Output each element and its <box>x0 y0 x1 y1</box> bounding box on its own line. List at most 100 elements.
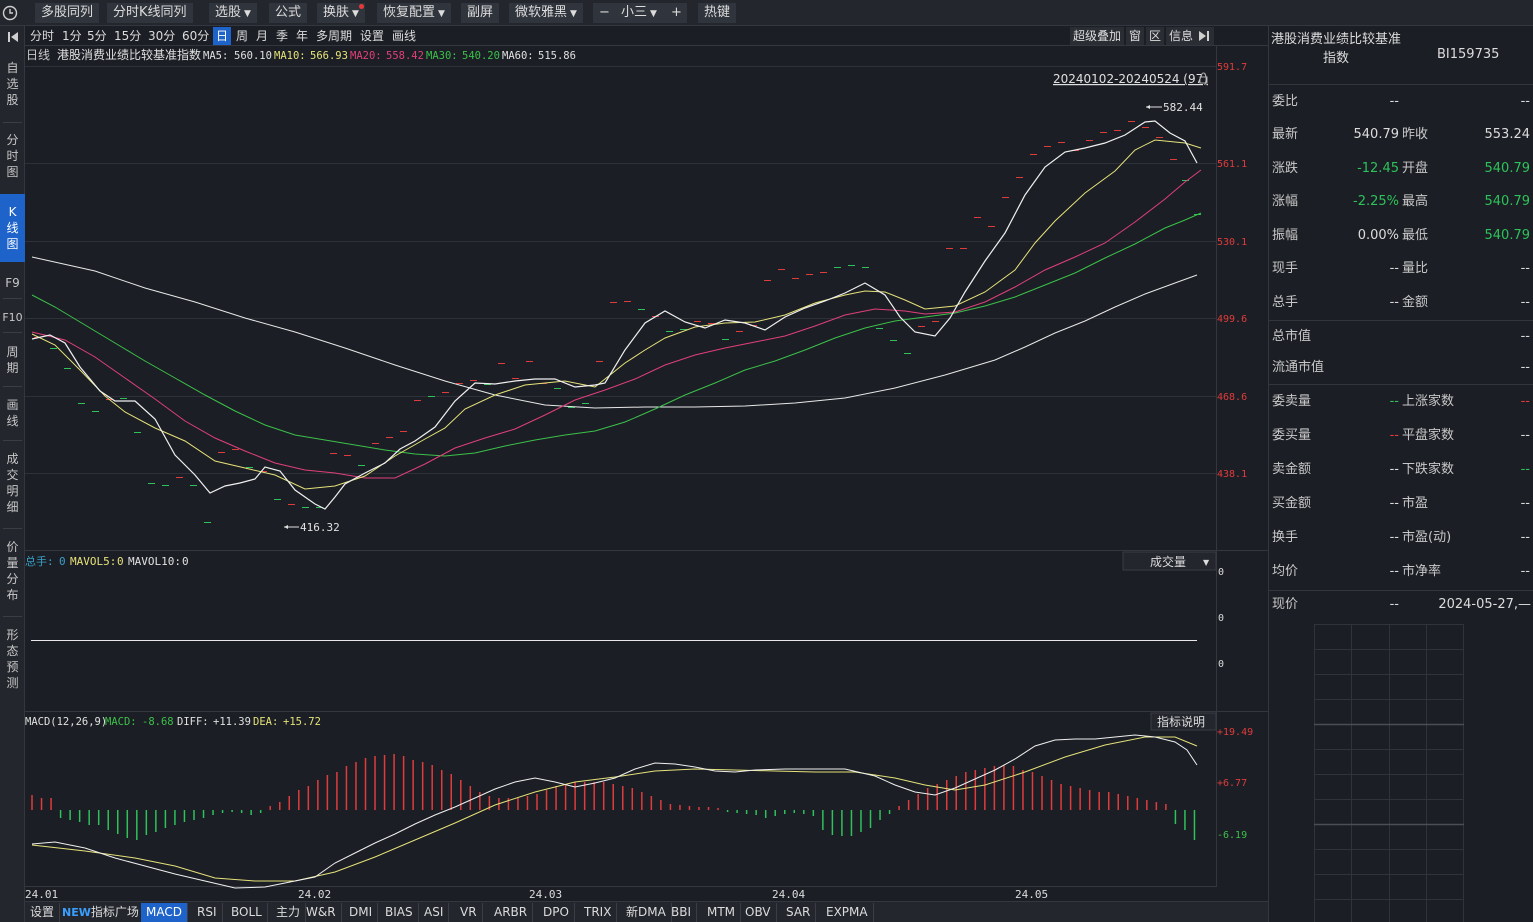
range-button[interactable]: 区 <box>1146 27 1165 45</box>
quote-value: 0.00% <box>1357 228 1399 243</box>
quote-value: -- <box>1520 261 1530 276</box>
info-button[interactable]: 信息 <box>1166 27 1197 45</box>
period-timeshare[interactable]: 分时 <box>30 29 55 43</box>
tab-asi[interactable]: ASI <box>419 903 450 922</box>
decrease-font-button[interactable]: − <box>599 5 610 20</box>
hotkey-button[interactable]: 热键 <box>698 3 737 23</box>
quote-label: 卖金额 <box>1272 462 1312 477</box>
quote-label: 昨收 <box>1402 127 1429 142</box>
period-60min[interactable]: 60分 <box>182 29 210 43</box>
volume-selector[interactable]: 成交量 <box>1150 554 1186 569</box>
sidebar-item-pattern[interactable]: 形态预测 <box>0 627 25 691</box>
period-multi[interactable]: 多周期 <box>316 29 353 43</box>
y-tick: 530.1 <box>1217 237 1247 248</box>
sidebar-item-kline[interactable]: K线图 <box>0 194 25 262</box>
tab-w-r[interactable]: W&R <box>301 903 342 922</box>
sidebar-item-label: K线图 <box>6 205 19 251</box>
window-button[interactable]: 窗 <box>1126 27 1145 45</box>
tab-boll[interactable]: BOLL <box>226 903 268 922</box>
y-tick: 591.7 <box>1217 62 1247 73</box>
tab-trix[interactable]: TRIX <box>579 903 618 922</box>
period-year[interactable]: 年 <box>296 29 309 43</box>
increase-font-button[interactable]: + <box>671 5 682 20</box>
font-selector[interactable]: 微软雅黑 ▼ <box>509 3 583 23</box>
tab--[interactable]: 主力 <box>271 903 307 922</box>
tab-macd[interactable]: MACD <box>141 903 188 922</box>
quote-value: -- <box>1520 428 1530 443</box>
sidebar-item-label: 周期 <box>6 345 19 375</box>
indicator-explain-button[interactable]: 指标说明 <box>1157 714 1205 729</box>
period-week[interactable]: 周 <box>236 29 249 43</box>
sub-screen-button[interactable]: 副屏 <box>461 3 500 23</box>
tab-bbi[interactable]: BBI <box>666 903 698 922</box>
timeshare-kline-button[interactable]: 分时K线同列 <box>107 3 193 23</box>
tab-arbr[interactable]: ARBR <box>489 903 534 922</box>
chevron-down-icon[interactable]: ▼ <box>1203 558 1210 567</box>
sidebar-item-label: 价量分布 <box>6 540 19 602</box>
tab-sar[interactable]: SAR <box>781 903 817 922</box>
skin-button[interactable]: 换肤 ▼ <box>317 3 365 23</box>
tab-bias[interactable]: BIAS <box>380 903 419 922</box>
period-drawline[interactable]: 画线 <box>392 29 417 43</box>
date-range[interactable]: 20240102-20240524 (97) <box>1053 72 1208 86</box>
quote-label: 最新 <box>1272 127 1299 142</box>
macd-label: MACD: <box>105 716 137 728</box>
sidebar-item-drawline[interactable]: 画线 <box>0 397 25 429</box>
quote-row: 现手 -- 量比 -- <box>1269 259 1533 279</box>
quote-label: 下跌家数 <box>1402 462 1455 477</box>
collapse-icon[interactable] <box>0 28 25 46</box>
stock-picker-button[interactable]: 选股 ▼ <box>209 3 257 23</box>
quote-value: 540.79 <box>1353 127 1400 142</box>
tab-mtm[interactable]: MTM <box>702 903 742 922</box>
kline-chart[interactable]: 日线 港股消费业绩比较基准指数 MA5: 560.10 MA10: 566.93… <box>25 45 1268 901</box>
sidebar-item-price-volume[interactable]: 价量分布 <box>0 539 25 603</box>
tab-obv[interactable]: OBV <box>740 903 777 922</box>
multi-stock-button[interactable]: 多股同列 <box>35 3 100 23</box>
quote-label: 市盈(动) <box>1402 530 1452 545</box>
tab-vr[interactable]: VR <box>455 903 483 922</box>
quote-panel: 港股消费业绩比较基准 指数 BI159735 委比 -- -- 最新 540.79 昨收 5… <box>1268 26 1533 922</box>
tab--[interactable]: NEW指标广场 <box>57 903 145 922</box>
tab--dma[interactable]: 新DMA <box>621 903 672 922</box>
instrument-type: 指数 <box>1323 51 1350 66</box>
ma60-label: MA60: <box>502 50 534 62</box>
super-overlay-button[interactable]: 超级叠加 <box>1070 27 1125 45</box>
period-quarter[interactable]: 季 <box>276 29 289 43</box>
sidebar-item-f9[interactable]: F9 <box>5 276 20 290</box>
period-day[interactable]: 日 <box>213 27 232 45</box>
tab-rsi[interactable]: RSI <box>192 903 223 922</box>
font-size-label[interactable]: 小三 ▼ <box>621 3 657 24</box>
period-30min[interactable]: 30分 <box>148 29 176 43</box>
macd-value: -8.68 <box>142 716 174 728</box>
quote-value: 540.79 <box>1484 194 1531 209</box>
formula-button[interactable]: 公式 <box>269 3 308 23</box>
dea-value: +15.72 <box>283 716 321 728</box>
quote-label: 开盘 <box>1402 161 1429 176</box>
sidebar-item-watchlist[interactable]: 自选股 <box>0 60 25 108</box>
sidebar-item-f10[interactable]: F10 <box>2 311 23 324</box>
tab-dmi[interactable]: DMI <box>344 903 379 922</box>
period-settings[interactable]: 设置 <box>360 29 385 43</box>
quote-label: 委比 <box>1272 94 1299 109</box>
sidebar-item-timeshare[interactable]: 分时图 <box>0 132 25 180</box>
volume-value: 0 <box>59 555 66 568</box>
period-15min[interactable]: 15分 <box>114 29 142 43</box>
period-month[interactable]: 月 <box>256 29 269 43</box>
restore-config-button[interactable]: 恢复配置 ▼ <box>377 3 451 23</box>
tab-expma[interactable]: EXPMA <box>821 903 874 922</box>
expand-icon[interactable] <box>1194 27 1214 45</box>
quote-label: 总手 <box>1272 295 1299 310</box>
quote-value: -- <box>1520 360 1530 375</box>
quote-label: 买金额 <box>1272 496 1312 511</box>
period-5min[interactable]: 5分 <box>87 29 107 43</box>
sidebar-item-trade-detail[interactable]: 成交明细 <box>0 451 25 515</box>
quote-label: 平盘家数 <box>1402 428 1455 443</box>
macd-y-tick: -6.19 <box>1217 830 1247 841</box>
clock-icon[interactable] <box>0 3 22 23</box>
quote-label: 现手 <box>1272 261 1299 276</box>
sidebar-item-period[interactable]: 周期 <box>0 344 25 376</box>
period-1min[interactable]: 1分 <box>62 29 82 43</box>
tab--[interactable]: 设置 <box>25 903 61 922</box>
ma20-value: 558.42 <box>386 50 424 62</box>
tab-dpo[interactable]: DPO <box>538 903 575 922</box>
